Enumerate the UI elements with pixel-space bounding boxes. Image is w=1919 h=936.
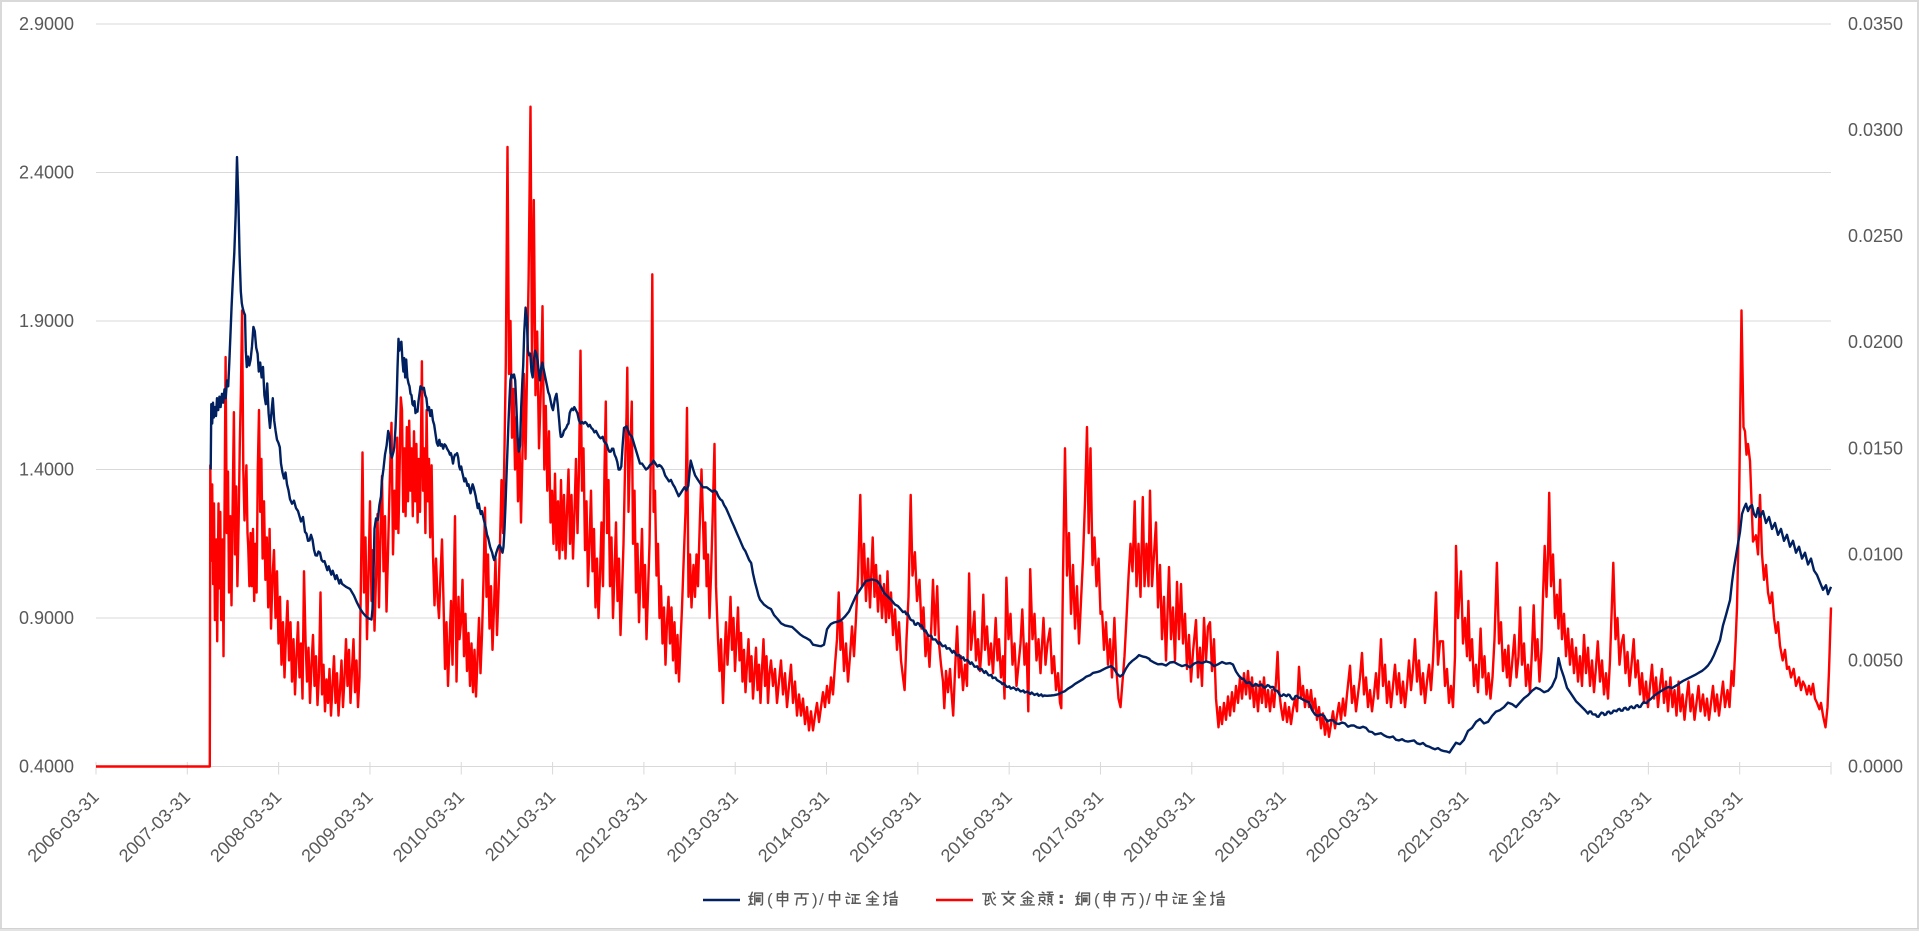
svg-text:0.0000: 0.0000 bbox=[1848, 757, 1903, 777]
svg-text:0.0200: 0.0200 bbox=[1848, 332, 1903, 352]
svg-text:0.0300: 0.0300 bbox=[1848, 120, 1903, 140]
svg-text:/: / bbox=[819, 890, 824, 909]
svg-text:0.9000: 0.9000 bbox=[19, 608, 74, 628]
svg-text:1.9000: 1.9000 bbox=[19, 311, 74, 331]
svg-text:/: / bbox=[1146, 890, 1151, 909]
svg-text:(: ( bbox=[1094, 890, 1100, 909]
svg-text:0.0100: 0.0100 bbox=[1848, 544, 1903, 564]
svg-text:2.4000: 2.4000 bbox=[19, 163, 74, 183]
svg-text:(: ( bbox=[767, 890, 773, 909]
svg-text:0.0050: 0.0050 bbox=[1848, 650, 1903, 670]
svg-text:0.4000: 0.4000 bbox=[19, 757, 74, 777]
svg-text:0.0250: 0.0250 bbox=[1848, 226, 1903, 246]
svg-text:0.0350: 0.0350 bbox=[1848, 14, 1903, 34]
svg-text:2.9000: 2.9000 bbox=[19, 14, 74, 34]
svg-text:1.4000: 1.4000 bbox=[19, 460, 74, 480]
svg-text:): ) bbox=[812, 890, 818, 909]
svg-text:0.0150: 0.0150 bbox=[1848, 438, 1903, 458]
svg-text:): ) bbox=[1139, 890, 1145, 909]
